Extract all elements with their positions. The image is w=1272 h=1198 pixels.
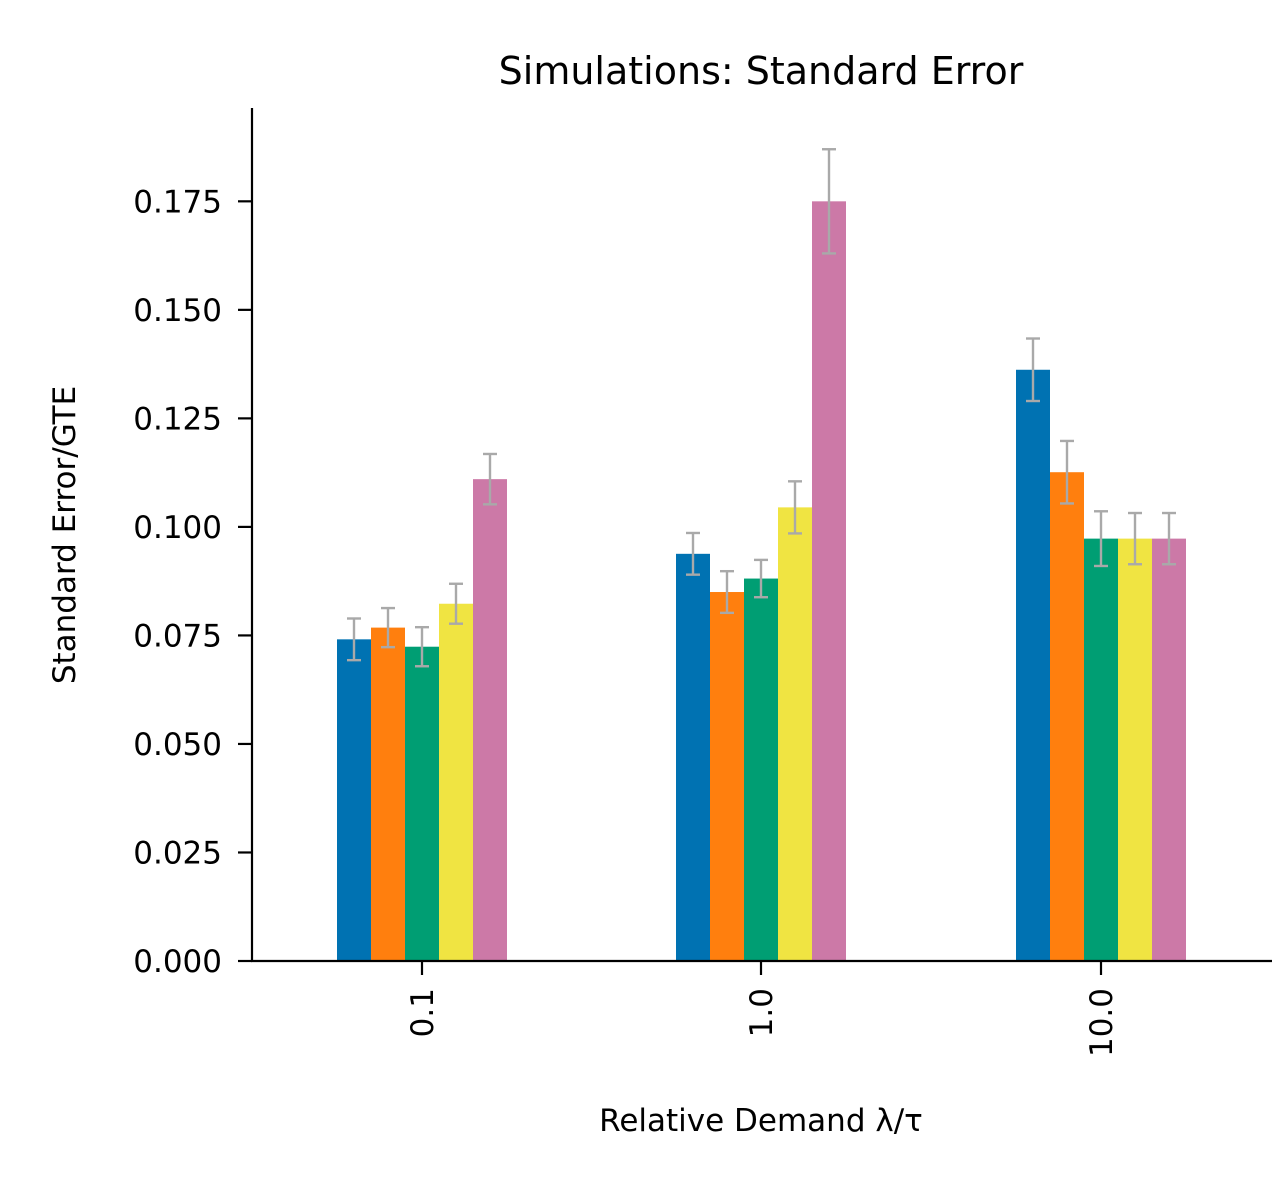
y-tick-label: 0.175 <box>133 184 222 220</box>
bar-1.0-series-1 <box>676 553 710 961</box>
bar-0.1-series-2 <box>371 627 405 961</box>
y-axis-label: Standard Error/GTE <box>47 386 83 684</box>
y-ticks-group: 0.000 0.025 0.050 0.075 0.100 0.125 0.150 0.175 <box>133 184 252 980</box>
y-tick-label: 0.100 <box>133 510 222 546</box>
error-bar-0.1-series-4 <box>449 582 463 625</box>
y-tick-label: 0.125 <box>133 401 222 437</box>
bar-0.1-series-4 <box>439 603 473 961</box>
error-bar-0.1-series-5 <box>483 452 497 506</box>
bar-1.0-series-2 <box>710 592 744 961</box>
bar-0.1-series-1 <box>337 639 371 961</box>
y-tick-label: 0.025 <box>133 835 222 871</box>
y-tick-label: 0.150 <box>133 293 222 329</box>
bar-10.0-series-3 <box>1084 538 1118 961</box>
y-tick-label: 0.000 <box>133 944 222 980</box>
y-tick-label: 0.075 <box>133 618 222 654</box>
bar-0.1-series-3 <box>405 646 439 961</box>
error-bar-1.0-series-2 <box>720 569 734 615</box>
bar-0.1-series-5 <box>473 479 507 961</box>
error-bar-10.0-series-4 <box>1128 511 1142 566</box>
error-bar-0.1-series-2 <box>381 606 395 649</box>
x-tick-label-1.0: 1.0 <box>744 988 780 1037</box>
bar-1.0-series-3 <box>744 578 778 961</box>
error-bars-group <box>347 148 1176 668</box>
y-tick-label: 0.050 <box>133 727 222 763</box>
error-bar-10.0-series-2 <box>1060 439 1074 505</box>
error-bar-1.0-series-4 <box>788 480 802 535</box>
chart-title: Simulations: Standard Error <box>499 49 1024 93</box>
error-bar-10.0-series-3 <box>1094 510 1108 568</box>
error-bar-0.1-series-1 <box>347 617 361 662</box>
bar-10.0-series-1 <box>1016 369 1050 961</box>
error-bar-10.0-series-5 <box>1162 511 1176 566</box>
x-axis-label: Relative Demand λ/τ <box>599 1103 923 1139</box>
bar-1.0-series-4 <box>778 507 812 961</box>
error-bar-1.0-series-1 <box>686 531 700 576</box>
bar-10.0-series-5 <box>1152 538 1186 961</box>
bar-10.0-series-4 <box>1118 538 1152 961</box>
bar-1.0-series-5 <box>812 201 846 961</box>
x-tick-label-10.0: 10.0 <box>1084 988 1120 1057</box>
error-bar-0.1-series-3 <box>415 625 429 668</box>
x-tick-label-0.1: 0.1 <box>405 988 441 1037</box>
x-ticks-group: 0.1 1.0 10.0 <box>405 961 1120 1057</box>
error-bar-1.0-series-3 <box>754 558 768 599</box>
bar-10.0-series-2 <box>1050 472 1084 961</box>
bars-group <box>337 201 1186 961</box>
error-bar-1.0-series-5 <box>822 148 836 255</box>
error-bar-10.0-series-1 <box>1026 337 1040 403</box>
